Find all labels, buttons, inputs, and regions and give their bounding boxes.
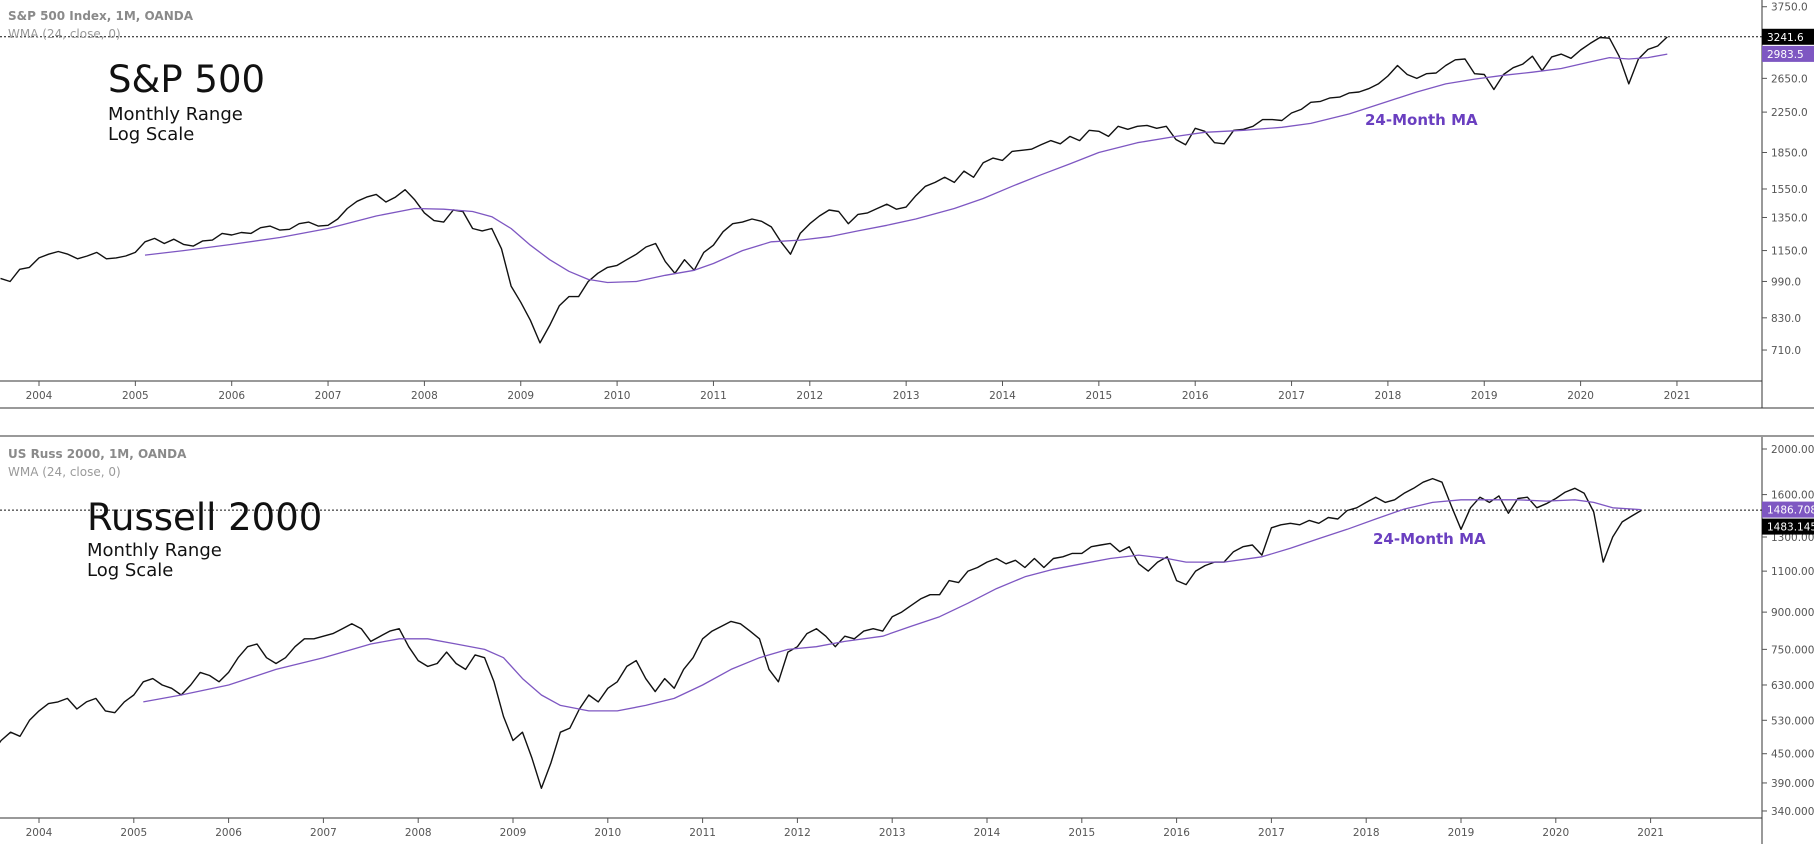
sp500-y-tick-label: 990.0 <box>1771 276 1801 288</box>
russell2000-x-tick-label: 2020 <box>1542 827 1569 839</box>
sp500-x-tick-label: 2008 <box>411 390 438 402</box>
sp500-ma-badge <box>1762 45 1814 62</box>
russell2000-y-tick-label: 2000.000 <box>1771 444 1814 456</box>
russell2000-x-tick-label: 2016 <box>1163 827 1190 839</box>
russell2000-x-tick-label: 2008 <box>405 827 432 839</box>
sp500-x-tick-label: 2016 <box>1182 390 1209 402</box>
sp500-title: S&P 500 <box>108 58 265 101</box>
sp500-x-tick-label: 2017 <box>1278 390 1305 402</box>
russell2000-y-tick-label: 340.000 <box>1771 806 1814 818</box>
sp500-y-tick-label: 3750.0 <box>1771 2 1808 14</box>
russell2000-subtitle-range: Monthly Range <box>87 540 222 561</box>
russell2000-price-badge-label: 1483.145 <box>1767 522 1814 534</box>
russell2000-x-tick-label: 2011 <box>689 827 716 839</box>
sp500-x-tick-label: 2009 <box>507 390 534 402</box>
russell2000-header-symbol: US Russ 2000, 1M, OANDA <box>8 447 187 461</box>
russell2000-y-tick-label: 1300.000 <box>1771 532 1814 544</box>
sp500-price-badge <box>1762 28 1814 45</box>
russell2000-x-tick-label: 2009 <box>500 827 527 839</box>
russell2000-y-tick-label: 1100.000 <box>1771 566 1814 578</box>
russell2000-x-tick-label: 2017 <box>1258 827 1285 839</box>
russell2000-x-tick-label: 2007 <box>310 827 337 839</box>
sp500-subtitle-range: Monthly Range <box>108 104 243 125</box>
sp500-x-tick-label: 2019 <box>1471 390 1498 402</box>
russell2000-title: Russell 2000 <box>87 496 322 539</box>
sp500-header-symbol: S&P 500 Index, 1M, OANDA <box>8 9 194 23</box>
russell2000-y-tick-label: 1600.000 <box>1771 490 1814 502</box>
sp500-y-tick-label: 710.0 <box>1771 345 1801 357</box>
sp500-y-tick-label: 2650.0 <box>1771 73 1808 85</box>
sp500-x-tick-label: 2018 <box>1375 390 1402 402</box>
sp500-price-line <box>0 36 1668 344</box>
sp500-ma-badge-label: 2983.5 <box>1767 49 1804 61</box>
sp500-y-tick-label: 1150.0 <box>1771 246 1808 258</box>
sp500-x-tick-label: 2014 <box>989 390 1016 402</box>
sp500-y-tick-label: 1350.0 <box>1771 212 1808 224</box>
russell2000-x-tick-label: 2004 <box>26 827 53 839</box>
russell2000-price-line <box>0 477 1642 789</box>
sp500-header-indicator: WMA (24, close, 0) <box>8 27 121 41</box>
sp500-x-tick-label: 2020 <box>1567 390 1594 402</box>
russell2000-x-tick-label: 2019 <box>1448 827 1475 839</box>
sp500-x-tick-label: 2006 <box>218 390 245 402</box>
russell2000-x-tick-label: 2005 <box>120 827 147 839</box>
sp500-ma-line <box>144 53 1668 284</box>
russell2000-ma-badge-label: 1486.708 <box>1767 505 1814 517</box>
russell2000-header-indicator: WMA (24, close, 0) <box>8 465 121 479</box>
sp500-y-tick-label: 2250.0 <box>1771 107 1808 119</box>
sp500-x-tick-label: 2004 <box>26 390 53 402</box>
sp500-price-badge-label: 3241.6 <box>1767 32 1804 44</box>
russell2000-y-tick-label: 450.000 <box>1771 749 1814 761</box>
russell2000-y-tick-label: 530.000 <box>1771 715 1814 727</box>
russell2000-ma-line <box>143 499 1642 712</box>
sp500-x-tick-label: 2015 <box>1085 390 1112 402</box>
sp500-y-tick-label: 1850.0 <box>1771 147 1808 159</box>
sp500-subtitle-scale: Log Scale <box>108 124 194 145</box>
russell2000-price-badge <box>1762 518 1814 535</box>
russell2000-x-tick-label: 2021 <box>1637 827 1664 839</box>
sp500-x-tick-label: 2011 <box>700 390 727 402</box>
russell2000-x-tick-label: 2010 <box>594 827 621 839</box>
sp500-x-tick-label: 2012 <box>796 390 823 402</box>
russell2000-ma-badge <box>1762 501 1814 518</box>
sp500-y-tick-label: 1550.0 <box>1771 184 1808 196</box>
russell2000-x-tick-label: 2018 <box>1353 827 1380 839</box>
sp500-x-tick-label: 2021 <box>1664 390 1691 402</box>
sp500-y-tick-label: 830.0 <box>1771 313 1801 325</box>
russell2000-ma-annotation: 24-Month MA <box>1373 530 1486 548</box>
sp500-x-tick-label: 2007 <box>315 390 342 402</box>
russell2000-y-tick-label: 750.000 <box>1771 644 1814 656</box>
russell2000-y-tick-label: 390.000 <box>1771 778 1814 790</box>
russell2000-x-tick-label: 2006 <box>215 827 242 839</box>
russell2000-x-tick-label: 2014 <box>974 827 1001 839</box>
sp500-ma-annotation: 24-Month MA <box>1365 111 1478 129</box>
sp500-x-tick-label: 2010 <box>604 390 631 402</box>
russell2000-y-tick-label: 630.000 <box>1771 680 1814 692</box>
russell2000-y-tick-label: 900.000 <box>1771 607 1814 619</box>
sp500-x-tick-label: 2005 <box>122 390 149 402</box>
russell2000-x-tick-label: 2012 <box>784 827 811 839</box>
sp500-x-tick-label: 2013 <box>893 390 920 402</box>
russell2000-x-tick-label: 2013 <box>879 827 906 839</box>
russell2000-subtitle-scale: Log Scale <box>87 560 173 581</box>
russell2000-x-tick-label: 2015 <box>1068 827 1095 839</box>
